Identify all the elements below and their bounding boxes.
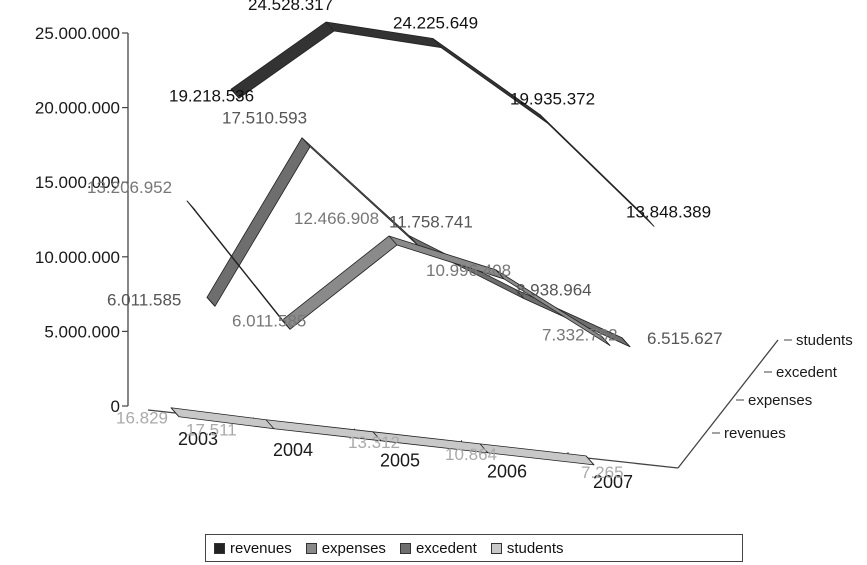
data-label-excedent: 17.510.593 [222,109,307,128]
series-point-students [170,407,180,418]
series-point-revenues [539,114,549,124]
series-point-excedent [206,297,216,307]
legend-label-revenues: revenues [230,539,292,557]
series-point-expenses [281,320,291,330]
series-point-students [585,455,595,466]
series-point-expenses [601,336,611,346]
legend-item-revenues: revenues [214,540,292,557]
data-label-revenues: 19.218.536 [169,86,254,105]
data-label-revenues: 19.935.372 [510,90,595,109]
data-label-students: 17.511 [186,421,237,440]
legend-swatch-excedent [399,542,411,554]
data-label-expenses: 7.332.762 [542,326,618,345]
y-tick-label: 5.000.000 [44,322,120,341]
legend-swatch-students [490,542,502,554]
y-tick-label: 25.000.000 [35,24,120,43]
series-point-students [265,419,275,430]
legend-label-expenses: expenses [321,539,386,557]
depth-tick-label: excedent [776,364,838,381]
data-label-students: 13.312 [348,433,400,452]
x-tick-label: 2003 [178,429,218,449]
data-label-revenues: 24.225.649 [393,14,478,33]
y-tick-label: 10.000.000 [35,248,120,267]
series-point-students [372,431,382,442]
legend-swatch-expenses [305,542,317,554]
series-layer [170,21,655,466]
legend-item-excedent: excedent [399,539,477,557]
y-tick-label: 0 [111,397,120,416]
y-tick-label: 15.000.000 [35,173,120,192]
data-label-expenses: 12.466.908 [294,209,379,228]
legend-label-students: students [506,539,564,557]
data-label-expenses: 10.996.408 [426,261,511,280]
series-point-students [479,443,489,454]
series-point-revenues [432,38,442,48]
x-tick-label: 2005 [380,451,420,471]
depth-tick-label: revenues [724,425,786,442]
legend-item-expenses: expenses [305,539,386,557]
series-point-excedent [408,235,418,245]
data-label-excedent: 6.515.627 [647,329,723,348]
depth-tick-label: expenses [748,392,812,409]
x-tick-label: 2004 [273,440,313,460]
legend-label-excedent: excedent [415,539,477,557]
series-point-excedent [301,137,311,148]
series-point-revenues [645,217,655,227]
legend-swatch-revenues [214,542,225,554]
series-point-expenses [495,269,505,280]
data-label-expenses: 6.011.585 [232,311,306,330]
series-point-revenues [325,21,335,32]
data-label-revenues: 24.528.317 [248,0,333,14]
data-label-expenses: 13.206.952 [87,178,172,197]
data-label-excedent: 11.758.741 [389,213,473,232]
y-tick-label: 20.000.000 [35,99,120,118]
chart-axes: 25.000.000 20.000.000 15.000.000 10.000.000… [35,24,853,492]
data-label-excedent: 8.938.964 [516,281,592,300]
data-label-revenues: 13.848.389 [626,202,711,221]
legend-item-students: students [490,539,564,557]
x-tick-label: 2006 [487,461,527,481]
series-point-revenues [230,88,240,99]
data-labels-layer: 19.218.536 24.528.317 24.225.649 19.935.372… [87,0,723,482]
series-ribbon-excedent [206,137,631,348]
data-label-students: 10.864 [445,445,497,464]
legend: revenues expenses excedent students [205,534,743,562]
series-point-expenses [186,200,196,211]
data-label-students: 7.265 [581,463,624,482]
data-label-excedent: 6.011.585 [107,290,181,309]
x-tick-label: 2007 [593,472,633,492]
series-point-excedent [621,337,631,348]
series-point-expenses [388,235,398,246]
series-point-excedent [515,289,525,299]
series-ribbon-students [170,407,595,466]
depth-tick-label: students [796,332,853,349]
data-label-students: 16.829 [116,409,168,428]
depth-axis-line [677,339,779,469]
